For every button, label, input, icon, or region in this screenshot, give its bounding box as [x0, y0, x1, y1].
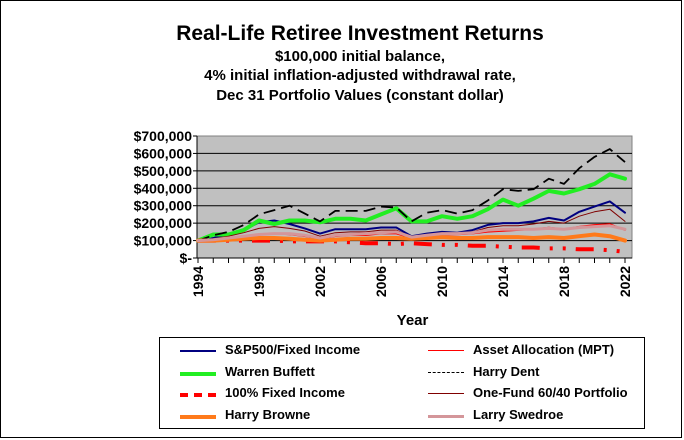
- x-tick-label: 2014: [495, 266, 511, 297]
- x-axis-label: Year: [397, 312, 429, 329]
- series-line-larry-swedroe: [196, 224, 627, 243]
- legend-label: Warren Buffett: [225, 363, 315, 379]
- chart-subtitle-1: $100,000 initial balance,: [274, 48, 446, 65]
- x-tick-label: 2002: [312, 266, 328, 297]
- series-line-harry-dent: [197, 148, 626, 242]
- chart-subtitle-2: 4% initial inflation-adjusted withdrawal…: [204, 67, 516, 84]
- chart-title: Real-Life Retiree Investment Returns: [176, 22, 544, 45]
- y-tick-label: $400,000: [134, 180, 193, 196]
- x-tick-label: 1998: [251, 266, 267, 297]
- x-tick-label: 2006: [373, 266, 389, 297]
- legend-swatch: [180, 393, 216, 397]
- x-tick-label: 1994: [190, 266, 206, 297]
- x-tick-label: 2010: [434, 266, 450, 297]
- legend-swatch: [180, 414, 216, 419]
- legend-label: Harry Dent: [473, 363, 540, 379]
- legend-swatch: [428, 393, 464, 394]
- chart-subtitle-3: Dec 31 Portfolio Values (constant dollar…: [216, 87, 504, 104]
- y-tick-label: $600,000: [134, 145, 193, 161]
- legend-label: 100% Fixed Income: [225, 385, 345, 400]
- legend-swatch: [180, 371, 216, 376]
- legend-swatch: [428, 414, 464, 418]
- legend-swatch: [180, 350, 216, 352]
- y-tick-label: $300,000: [134, 198, 193, 214]
- series-line-harry-browne: [196, 232, 627, 243]
- y-tick-label: $200,000: [134, 215, 193, 231]
- x-tick-label: 2022: [617, 266, 633, 297]
- y-tick-label: $500,000: [134, 163, 193, 179]
- legend-label: Asset Allocation (MPT): [473, 342, 615, 357]
- series-line-100-fixed-income: [198, 238, 626, 254]
- legend: S&P500/Fixed Income Asset Allocation (MPT…: [159, 337, 645, 429]
- x-tick-label: 2018: [556, 266, 572, 297]
- legend-swatch: [428, 350, 464, 351]
- legend-label: S&P500/Fixed Income: [225, 342, 361, 357]
- legend-label: One-Fund 60/40 Portfolio: [473, 385, 628, 400]
- legend-swatch: [428, 371, 464, 373]
- y-tick-label: $700,000: [134, 128, 193, 144]
- legend-label: Larry Swedroe: [473, 406, 564, 422]
- y-tick-label: $100,000: [134, 233, 193, 249]
- y-tick-label: $-: [180, 250, 193, 266]
- legend-label: Harry Browne: [225, 406, 311, 422]
